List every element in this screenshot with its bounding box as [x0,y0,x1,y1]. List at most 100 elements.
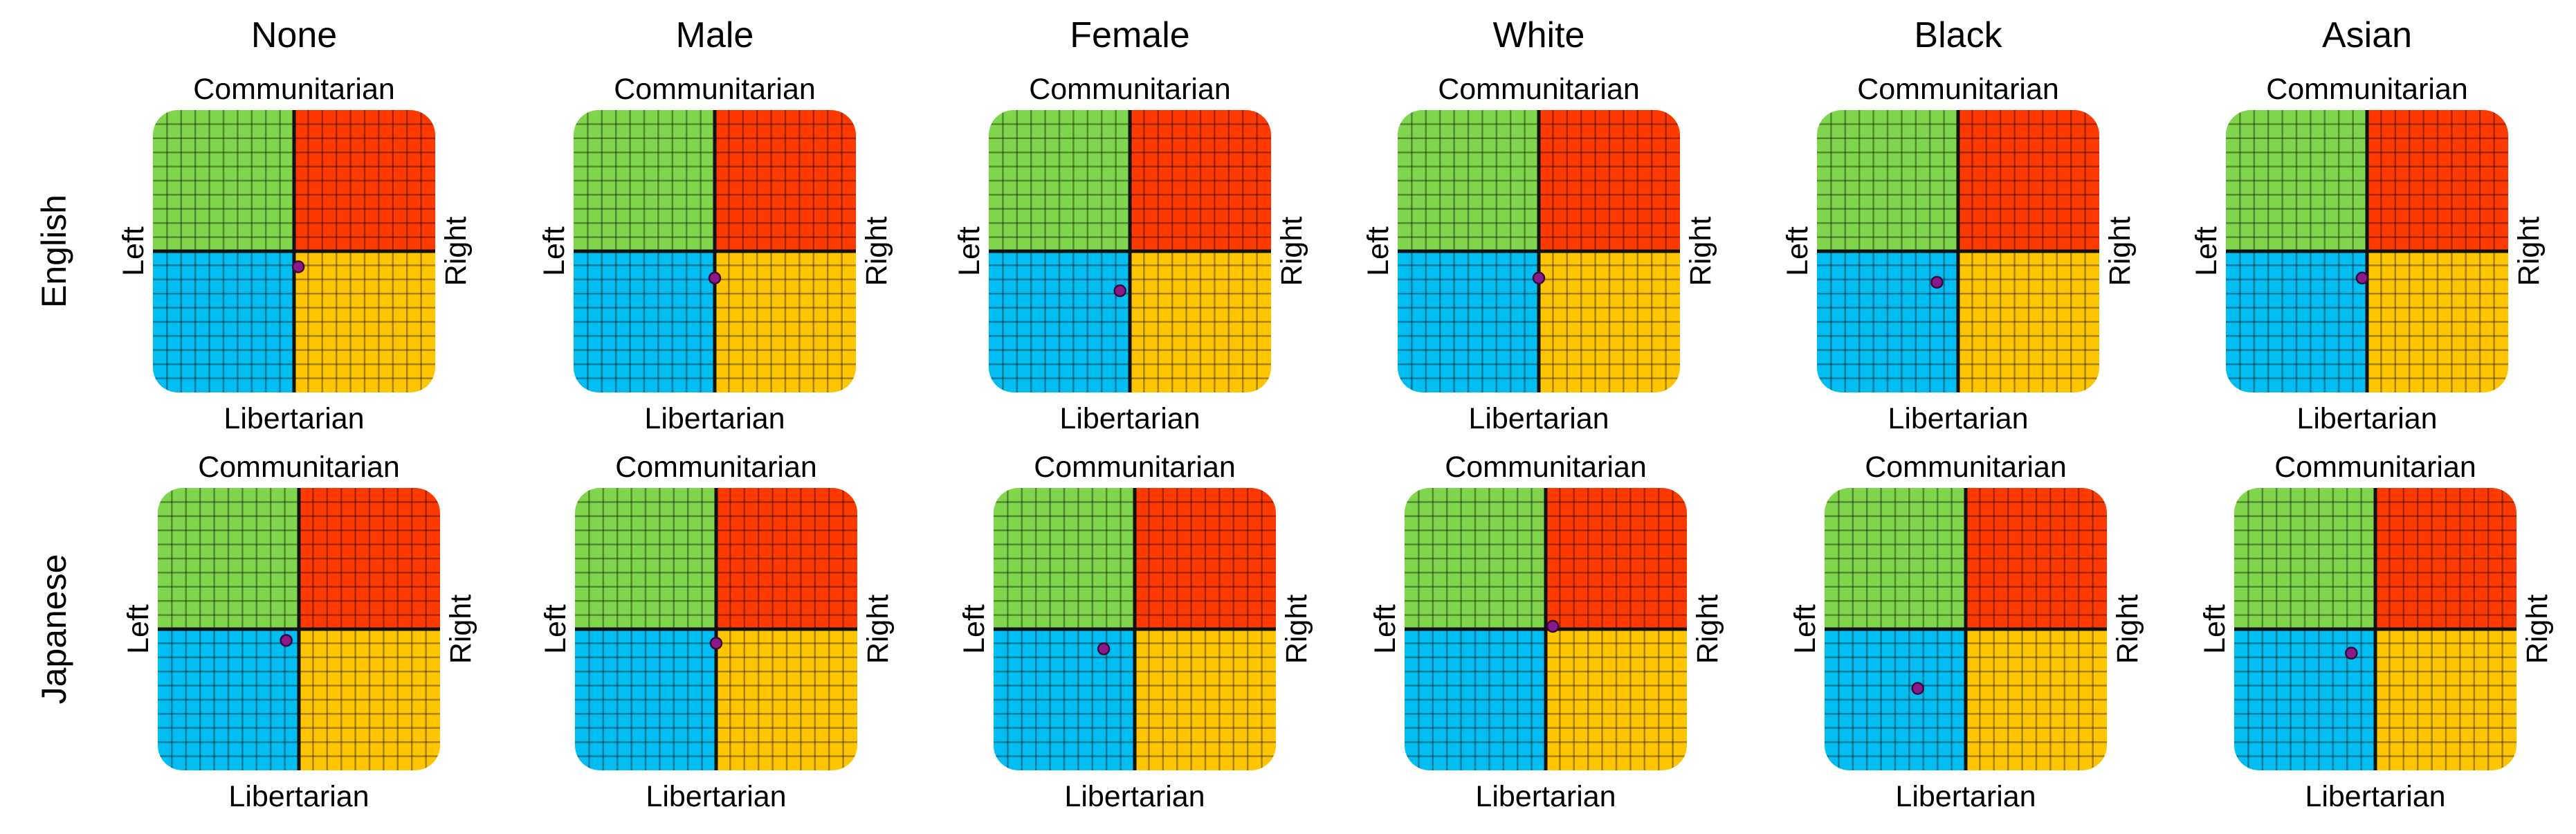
axis-label-top: Communitarian [615,451,817,484]
quadrant-auth-right [294,110,435,251]
axis-label-left: Left [958,604,991,654]
quadrant-lib-right [1958,251,2099,392]
quadrant-auth-left [2226,110,2367,251]
axis-label-bottom: Libertarian [2305,780,2445,813]
quadrant-auth-left [1405,488,1546,629]
quadrant-lib-left [1405,629,1546,770]
panel-body [1398,110,1680,392]
data-point [1532,271,1546,285]
axis-label-right: Right [2521,595,2554,664]
quadrant-lib-right [2367,251,2508,392]
quadrant-auth-right [1966,488,2107,629]
quadrant-lib-left [575,629,716,770]
quadrant-lib-left [574,251,715,392]
quadrant-lib-right [1130,251,1271,392]
axis-label-top: Communitarian [1034,451,1236,484]
axis-label-left: Left [539,604,572,654]
quadrant-lib-right [1135,629,1276,770]
quadrant-lib-right [299,629,440,770]
axis-label-top: Communitarian [1438,73,1640,106]
quadrant-lib-left [1825,629,1966,770]
data-point [1930,275,1944,289]
quadrant-auth-right [299,488,440,629]
column-title: Female [1070,15,1189,55]
panel-body [994,488,1276,770]
quadrant-lib-left [2226,251,2367,392]
axis-label-left: Left [117,226,150,276]
panel-body [153,110,435,392]
axis-label-top: Communitarian [2266,73,2468,106]
quadrant-auth-right [715,110,856,251]
quadrant-auth-left [575,488,716,629]
quadrant-auth-left [153,110,294,251]
axis-label-left: Left [122,604,155,654]
quadrant-auth-left [989,110,1130,251]
compass-panel: Communitarian Libertarian Left Right [953,73,1308,435]
axis-label-top: Communitarian [1029,73,1231,106]
compass-panel: Communitarian Libertarian Left Right [122,451,477,813]
quadrant-lib-right [294,251,435,392]
axis-label-right: Right [1691,595,1724,664]
quadrant-auth-right [1546,488,1687,629]
quadrant-auth-right [2375,488,2516,629]
axis-label-right: Right [860,217,893,286]
quadrant-auth-left [158,488,299,629]
panel-body [575,488,857,770]
row-label: English [35,194,73,308]
axis-label-bottom: Libertarian [2296,402,2437,435]
axis-label-left: Left [2198,604,2231,654]
axis-label-bottom: Libertarian [646,780,786,813]
panel-body [574,110,856,392]
axis-label-bottom: Libertarian [1468,402,1609,435]
axis-label-top: Communitarian [193,73,395,106]
data-point [1546,619,1560,633]
axis-label-right: Right [444,595,477,664]
axis-label-left: Left [1781,226,1814,276]
panel-body [1825,488,2107,770]
quadrant-auth-right [1539,110,1680,251]
data-point [280,634,293,647]
quadrant-lib-left [1817,251,1958,392]
quadrant-auth-right [1135,488,1276,629]
quadrant-auth-right [1958,110,2099,251]
axis-label-right: Right [439,217,473,286]
quadrant-lib-right [1546,629,1687,770]
axis-label-bottom: Libertarian [1895,780,2036,813]
quadrant-lib-right [716,629,857,770]
axis-label-top: Communitarian [1445,451,1647,484]
compass-panel: Communitarian Libertarian Left Right [2190,73,2546,435]
axis-label-right: Right [2512,217,2546,286]
axis-label-top: Communitarian [198,451,400,484]
axis-label-top: Communitarian [1865,451,2067,484]
quadrant-lib-right [1966,629,2107,770]
compass-panel: Communitarian Libertarian Left Right [1781,73,2137,435]
axis-label-left: Left [538,226,571,276]
data-point [1113,284,1126,298]
axis-label-top: Communitarian [1857,73,2059,106]
data-point [291,260,305,273]
column-title: None [251,15,337,55]
data-point [1097,642,1111,655]
quadrant-lib-left [158,629,299,770]
quadrant-lib-left [153,251,294,392]
axis-label-left: Left [1362,226,1395,276]
quadrant-auth-left [574,110,715,251]
quadrant-auth-right [2367,110,2508,251]
axis-label-right: Right [1280,595,1313,664]
quadrant-auth-left [1398,110,1539,251]
axis-label-bottom: Libertarian [1888,402,2028,435]
axis-label-right: Right [1275,217,1308,286]
compass-panel: Communitarian Libertarian Left Right [117,73,473,435]
data-point [2355,271,2369,285]
panel-body [2234,488,2516,770]
panel-body [1817,110,2099,392]
compass-panel: Communitarian Libertarian Left Right [538,73,893,435]
data-point [1911,682,1924,695]
data-point [709,637,723,650]
quadrant-auth-right [716,488,857,629]
axis-label-right: Right [2103,217,2137,286]
compass-panel: Communitarian Libertarian Left Right [539,451,895,813]
panel-body [158,488,440,770]
quadrant-lib-left [1398,251,1539,392]
quadrant-auth-left [1825,488,1966,629]
